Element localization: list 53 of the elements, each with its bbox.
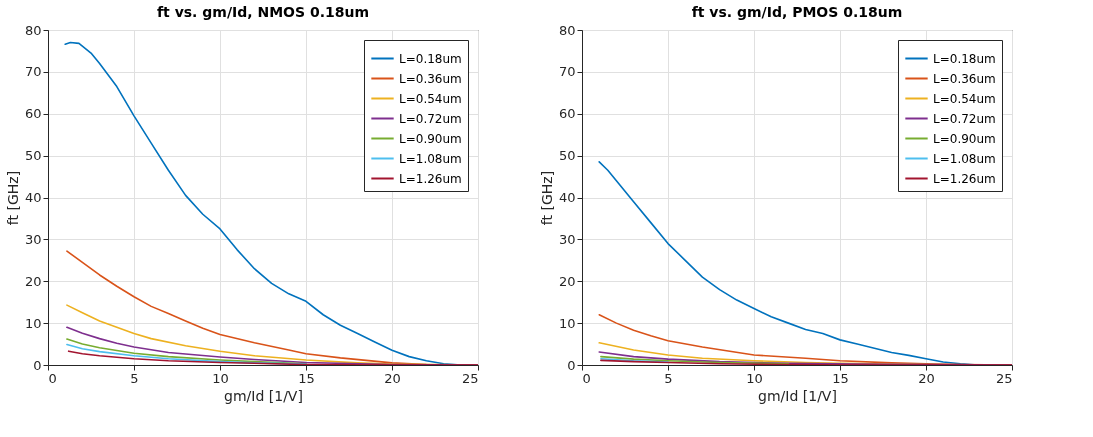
chart-title: ft vs. gm/Id, NMOS 0.18um [156,4,370,20]
y-tick-label: 80 [24,22,42,38]
y-tick-label: 70 [24,64,42,80]
y-tick-label: 30 [558,231,576,247]
y-tick-label: 10 [558,315,576,331]
legend-label: L=0.90um [933,131,996,146]
y-tick-label: 80 [558,22,576,38]
legend-label: L=1.26um [399,171,462,186]
y-tick-label: 0 [33,357,42,373]
y-tick-label: 40 [24,190,42,205]
legend-label: L=0.90um [399,131,462,146]
legend-label: L=1.08um [933,151,996,166]
x-tick-label: 0 [48,370,57,386]
y-axis-title: ft [GHz] [4,170,21,226]
y-tick-label: 60 [24,106,42,122]
line-series [66,338,307,365]
y-tick-label: 50 [24,148,42,164]
legend-label: L=0.18um [399,51,462,66]
y-tick-label: 30 [24,231,42,247]
legend-label: L=1.08um [399,151,462,166]
y-axis-title: ft [GHz] [538,170,555,226]
legend-label: L=0.54um [933,91,996,106]
y-tick-label: 70 [558,64,576,80]
chart-title: ft vs. gm/Id, PMOS 0.18um [691,4,903,20]
line-series [600,355,790,365]
x-tick-label: 10 [746,370,763,386]
x-tick-label: 15 [298,370,315,386]
y-tick-label: 60 [558,106,576,122]
y-tick-label: 40 [558,190,576,205]
y-tick-label: 10 [24,315,42,331]
x-axis-title: gm/Id [1/V] [224,387,303,404]
x-tick-label: 20 [384,370,401,386]
x-tick-label: 0 [582,370,591,386]
legend-label: L=0.18um [933,51,996,66]
x-tick-label: 25 [995,370,1013,386]
x-tick-label: 5 [664,370,673,386]
x-tick-label: 25 [461,370,479,386]
legend-label: L=0.72um [399,111,462,126]
x-tick-label: 5 [130,370,139,386]
legend-label: L=0.72um [933,111,996,126]
legend-label: L=0.36um [933,71,996,86]
y-tick-label: 20 [24,273,42,289]
legend-label: L=1.26um [933,171,996,186]
x-tick-label: 10 [212,370,229,386]
y-tick-label: 50 [558,148,576,164]
line-series [67,350,478,365]
x-tick-label: 15 [832,370,849,386]
legend-label: L=0.54um [399,91,462,106]
y-tick-label: 20 [558,273,576,289]
x-tick-label: 20 [918,370,935,386]
legend-label: L=0.36um [399,71,462,86]
y-tick-label: 0 [567,357,576,373]
x-axis-title: gm/Id [1/V] [758,387,837,404]
